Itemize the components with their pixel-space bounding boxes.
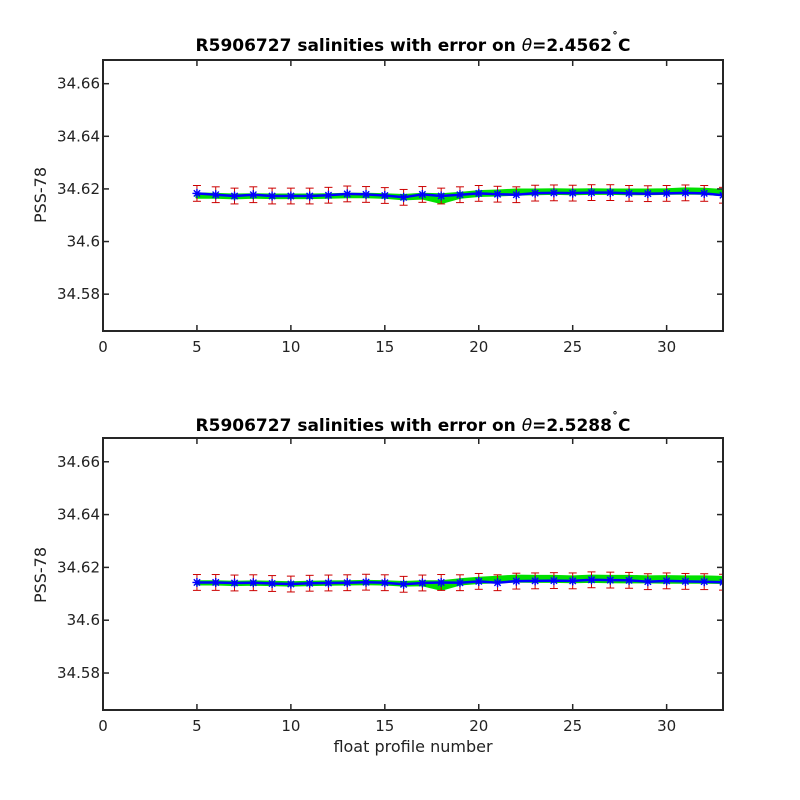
bottom-chart-title: R5906727 salinities with error on θ=2.52… <box>196 410 631 436</box>
bottom-salinity-point <box>624 575 634 585</box>
top-x-tick-label: 0 <box>98 338 108 356</box>
top-chart-title: R5906727 salinities with error on θ=2.45… <box>196 30 631 56</box>
bottom-salinity-point <box>474 576 484 586</box>
bottom-salinity-point <box>380 578 390 588</box>
bottom-salinity-point <box>417 578 427 588</box>
top-x-tick-label: 30 <box>657 338 676 356</box>
top-salinity-point <box>286 191 296 201</box>
bottom-salinity-point <box>662 576 672 586</box>
bottom-salinity-point <box>680 576 690 586</box>
top-y-tick-label: 34.66 <box>57 75 100 93</box>
bottom-salinity-point <box>643 577 653 587</box>
top-y-axis-label: PSS-78 <box>31 167 50 223</box>
top-salinity-point <box>699 188 709 198</box>
bottom-x-tick-label: 0 <box>98 717 108 735</box>
top-salinity-point <box>455 190 465 200</box>
top-y-tick-label: 34.62 <box>57 180 100 198</box>
top-salinity-point <box>417 189 427 199</box>
bottom-salinity-point <box>436 577 446 587</box>
bottom-salinity-point <box>511 576 521 586</box>
top-plot-area: 0 5 10 15 20 25 30 34.58 34.6 34.62 34.64 34.66 <box>57 59 724 356</box>
top-salinity-point <box>267 191 277 201</box>
top-error-bar <box>719 186 723 204</box>
top-salinity-point <box>511 190 521 200</box>
bottom-salinity-point <box>493 578 503 588</box>
bottom-salinity-point <box>267 579 277 589</box>
bottom-salinity-point <box>549 576 559 586</box>
bottom-salinity-point <box>568 576 578 586</box>
top-y-tick-label: 34.58 <box>57 285 100 303</box>
bottom-y-tick-label: 34.66 <box>57 453 100 471</box>
top-salinity-point <box>361 189 371 199</box>
bottom-salinity-point <box>323 578 333 588</box>
bottom-salinity-point <box>248 578 258 588</box>
top-salinity-point <box>305 191 315 201</box>
bottom-y-tick-label: 34.62 <box>57 558 100 576</box>
top-salinity-point <box>530 188 540 198</box>
bottom-plot-area: 0 5 10 15 20 25 30 34.58 34.6 34.62 34.64 34.66 <box>57 437 724 735</box>
bottom-salinity-point <box>342 578 352 588</box>
top-salinity-point <box>680 188 690 198</box>
bottom-axes-frame <box>102 437 724 711</box>
bottom-salinity-point <box>286 579 296 589</box>
top-salinity-point <box>549 188 559 198</box>
top-salinity-point <box>399 192 409 202</box>
top-salinity-point <box>211 190 221 200</box>
top-salinity-point <box>662 188 672 198</box>
top-salinity-point <box>568 188 578 198</box>
top-salinity-point <box>624 188 634 198</box>
bottom-salinity-point <box>605 575 615 585</box>
bottom-x-tick-label: 15 <box>375 717 394 735</box>
bottom-salinity-point <box>211 577 221 587</box>
bottom-salinity-point <box>305 578 315 588</box>
bottom-y-tick-label: 34.58 <box>57 664 100 682</box>
top-salinity-point <box>342 189 352 199</box>
bottom-panel: R5906727 salinities with error on θ=2.52… <box>31 410 724 756</box>
top-x-tick-label: 20 <box>469 338 488 356</box>
bottom-salinity-point <box>530 576 540 586</box>
bottom-y-tick-label: 34.64 <box>57 506 100 524</box>
bottom-y-tick-label: 34.6 <box>67 611 100 629</box>
bottom-x-tick-label: 30 <box>657 717 676 735</box>
top-salinity-point <box>323 190 333 200</box>
top-plot-data <box>192 184 723 206</box>
top-salinity-point <box>643 189 653 199</box>
top-salinity-point <box>248 190 258 200</box>
top-salinity-point <box>380 191 390 200</box>
bottom-salinity-point <box>192 577 202 587</box>
bottom-error-bar <box>719 573 723 591</box>
bottom-salinity-point <box>361 577 371 587</box>
bottom-salinity-point <box>455 578 465 588</box>
top-salinity-point <box>230 191 240 201</box>
top-salinity-point <box>436 191 446 201</box>
bottom-salinity-point <box>718 577 723 587</box>
top-salinity-point <box>586 188 596 198</box>
bottom-x-tick-label: 5 <box>192 717 202 735</box>
bottom-x-tick-label: 25 <box>563 717 582 735</box>
top-axes-frame <box>102 59 724 332</box>
top-salinity-point <box>493 189 503 199</box>
bottom-plot-data <box>192 571 723 593</box>
top-salinity-point <box>192 188 202 198</box>
top-salinity-point <box>605 188 615 198</box>
bottom-x-tick-label: 20 <box>469 717 488 735</box>
top-x-tick-label: 10 <box>281 338 300 356</box>
bottom-y-axis-label: PSS-78 <box>31 547 50 603</box>
bottom-salinity-point <box>230 578 240 588</box>
bottom-salinity-point <box>399 579 409 589</box>
top-x-tick-label: 5 <box>192 338 202 356</box>
bottom-x-tick-label: 10 <box>281 717 300 735</box>
bottom-salinity-point <box>586 575 596 585</box>
top-y-tick-label: 34.64 <box>57 127 100 145</box>
bottom-salinity-point <box>699 577 709 587</box>
top-salinity-point <box>474 188 484 198</box>
top-salinity-point <box>718 190 723 200</box>
top-x-tick-label: 15 <box>375 338 394 356</box>
top-panel: R5906727 salinities with error on θ=2.45… <box>31 30 724 356</box>
top-y-tick-label: 34.6 <box>67 233 100 251</box>
top-x-tick-label: 25 <box>563 338 582 356</box>
x-axis-label: float profile number <box>333 737 493 756</box>
